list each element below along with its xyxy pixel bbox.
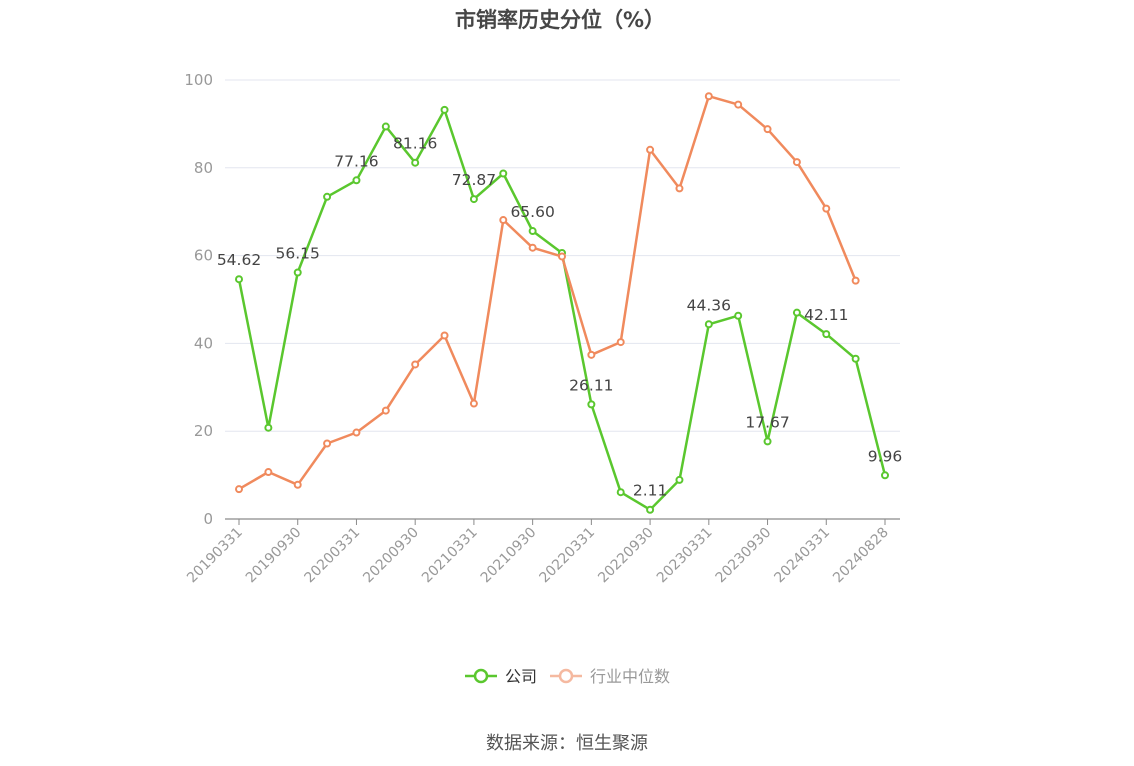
data-point (440, 105, 449, 114)
legend-item-company-label: 公司 (505, 667, 537, 686)
data-point (381, 406, 390, 415)
data-point (763, 437, 772, 446)
data-point (499, 216, 508, 225)
data-label: 44.36 (687, 296, 731, 314)
data-point (792, 158, 801, 167)
data-point (704, 92, 713, 101)
data-point (822, 330, 831, 339)
data-point (704, 320, 713, 329)
data-point (734, 311, 743, 320)
data-point (499, 169, 508, 178)
x-tick-label: 20190930 (243, 525, 305, 587)
x-tick-label: 20200331 (302, 525, 364, 587)
data-point (323, 439, 332, 448)
x-tick-label: 20210331 (419, 525, 481, 587)
data-point (851, 354, 860, 363)
chart-title: 市销率历史分位（%） (454, 8, 666, 32)
data-point (792, 308, 801, 317)
data-point (411, 360, 420, 369)
x-tick-label: 20190331 (184, 525, 246, 587)
data-point (235, 485, 243, 494)
data-label: 2.11 (633, 482, 668, 500)
x-tick-label: 20240331 (771, 525, 833, 587)
data-point (469, 195, 478, 204)
data-point (616, 488, 625, 497)
data-label: 56.15 (276, 245, 320, 263)
data-point (646, 505, 655, 514)
data-label: 54.62 (217, 251, 261, 269)
data-point (851, 276, 860, 285)
data-source-note: 数据来源：恒生聚源 (486, 733, 648, 754)
data-point (528, 243, 537, 252)
x-tick-label: 20220930 (595, 525, 657, 587)
legend-item-industry-median-marker (558, 668, 574, 684)
data-point (293, 268, 302, 277)
legend-item-industry-median-label: 行业中位数 (590, 667, 670, 686)
x-tick-label: 20230331 (654, 525, 716, 587)
series-line-industry-median (238, 94, 857, 491)
data-point (763, 125, 772, 134)
legend-item-company-marker (473, 668, 489, 684)
y-tick-label: 80 (194, 159, 213, 177)
series-lines (235, 92, 889, 514)
data-point (352, 428, 361, 437)
data-label: 9.96 (868, 447, 903, 465)
data-point (616, 338, 625, 347)
data-point (734, 100, 743, 109)
data-point (381, 122, 390, 131)
data-point (558, 252, 566, 261)
x-tick-label: 20220331 (536, 525, 598, 587)
data-point (411, 158, 420, 167)
data-point (352, 176, 361, 185)
data-label: 65.60 (510, 203, 554, 221)
data-point (440, 331, 449, 340)
x-tick-label: 20200930 (360, 525, 422, 587)
y-tick-label: 40 (194, 334, 213, 352)
data-point (264, 468, 273, 477)
x-tick-label: 20240828 (830, 525, 892, 587)
data-label: 81.16 (393, 135, 437, 153)
data-point (264, 423, 273, 432)
data-point (469, 399, 478, 408)
data-point (675, 475, 684, 484)
data-point (881, 471, 889, 480)
x-tick-label: 20210930 (478, 525, 540, 587)
data-point (822, 204, 831, 213)
data-point (235, 275, 243, 284)
data-point (587, 400, 596, 409)
y-tick-label: 60 (194, 247, 213, 265)
data-point (293, 480, 302, 489)
data-label: 26.11 (569, 376, 613, 394)
legend[interactable]: 公司 行业中位数 (465, 667, 670, 686)
data-labels: 54.62 56.15 77.16 81.16 72.87 65.60 26.11 2.11 4… (217, 135, 902, 500)
x-tick-label: 20230930 (713, 525, 775, 587)
data-point (675, 184, 684, 193)
data-point (646, 145, 655, 154)
data-point (587, 350, 596, 359)
y-tick-label: 20 (194, 422, 213, 440)
data-label: 17.67 (745, 413, 789, 431)
y-tick-label: 100 (184, 71, 213, 89)
data-point (528, 227, 537, 236)
data-label: 72.87 (452, 171, 496, 189)
data-label: 42.11 (804, 306, 848, 324)
data-label: 77.16 (334, 152, 378, 170)
data-point (323, 192, 332, 201)
y-tick-label: 0 (203, 510, 213, 528)
